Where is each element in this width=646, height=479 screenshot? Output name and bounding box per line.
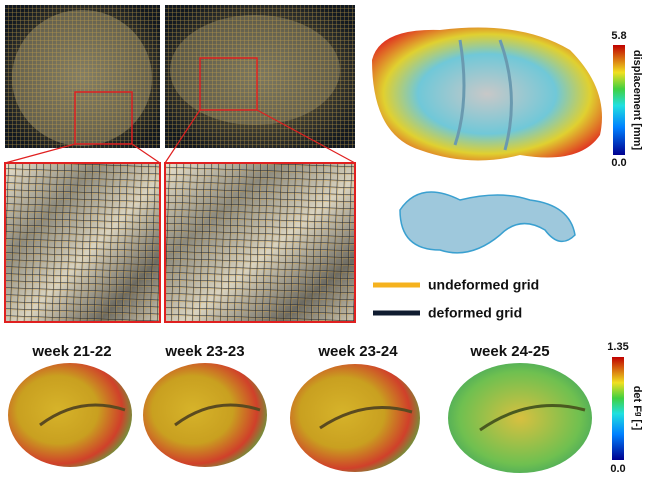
colorbar-min: 0.0 xyxy=(610,463,625,475)
panel-title: week 24-25 xyxy=(469,343,549,360)
colorbar-label: displacement [mm] xyxy=(631,50,643,151)
brain xyxy=(290,364,420,472)
panel-title: week 21-22 xyxy=(31,343,111,360)
colorbar xyxy=(613,45,625,155)
brain xyxy=(448,363,592,473)
colorbar-max: 5.8 xyxy=(611,30,626,42)
ventricle xyxy=(400,192,575,253)
zoom-axial-grid xyxy=(5,163,160,322)
zoom-sagittal-grid xyxy=(165,163,355,322)
displacement-brain xyxy=(372,28,602,161)
mri-sagittal-grid xyxy=(165,5,355,148)
legend-label: deformed grid xyxy=(428,305,522,321)
panel-title: week 23-23 xyxy=(164,343,244,360)
panel-title: week 23-24 xyxy=(317,343,398,360)
legend-label: undeformed grid xyxy=(428,277,539,293)
brain xyxy=(8,363,132,467)
mri-axial-grid xyxy=(5,5,160,148)
colorbar xyxy=(612,357,624,460)
colorbar-max: 1.35 xyxy=(607,341,628,353)
figure: 5.8 0.0 displacement [mm] undeformed gri… xyxy=(0,0,646,479)
colorbar-label: det Fᵍ [-] xyxy=(631,386,643,431)
colorbar-min: 0.0 xyxy=(611,157,626,169)
page: 5.8 0.0 displacement [mm] undeformed gri… xyxy=(0,0,646,479)
brain xyxy=(143,363,267,467)
